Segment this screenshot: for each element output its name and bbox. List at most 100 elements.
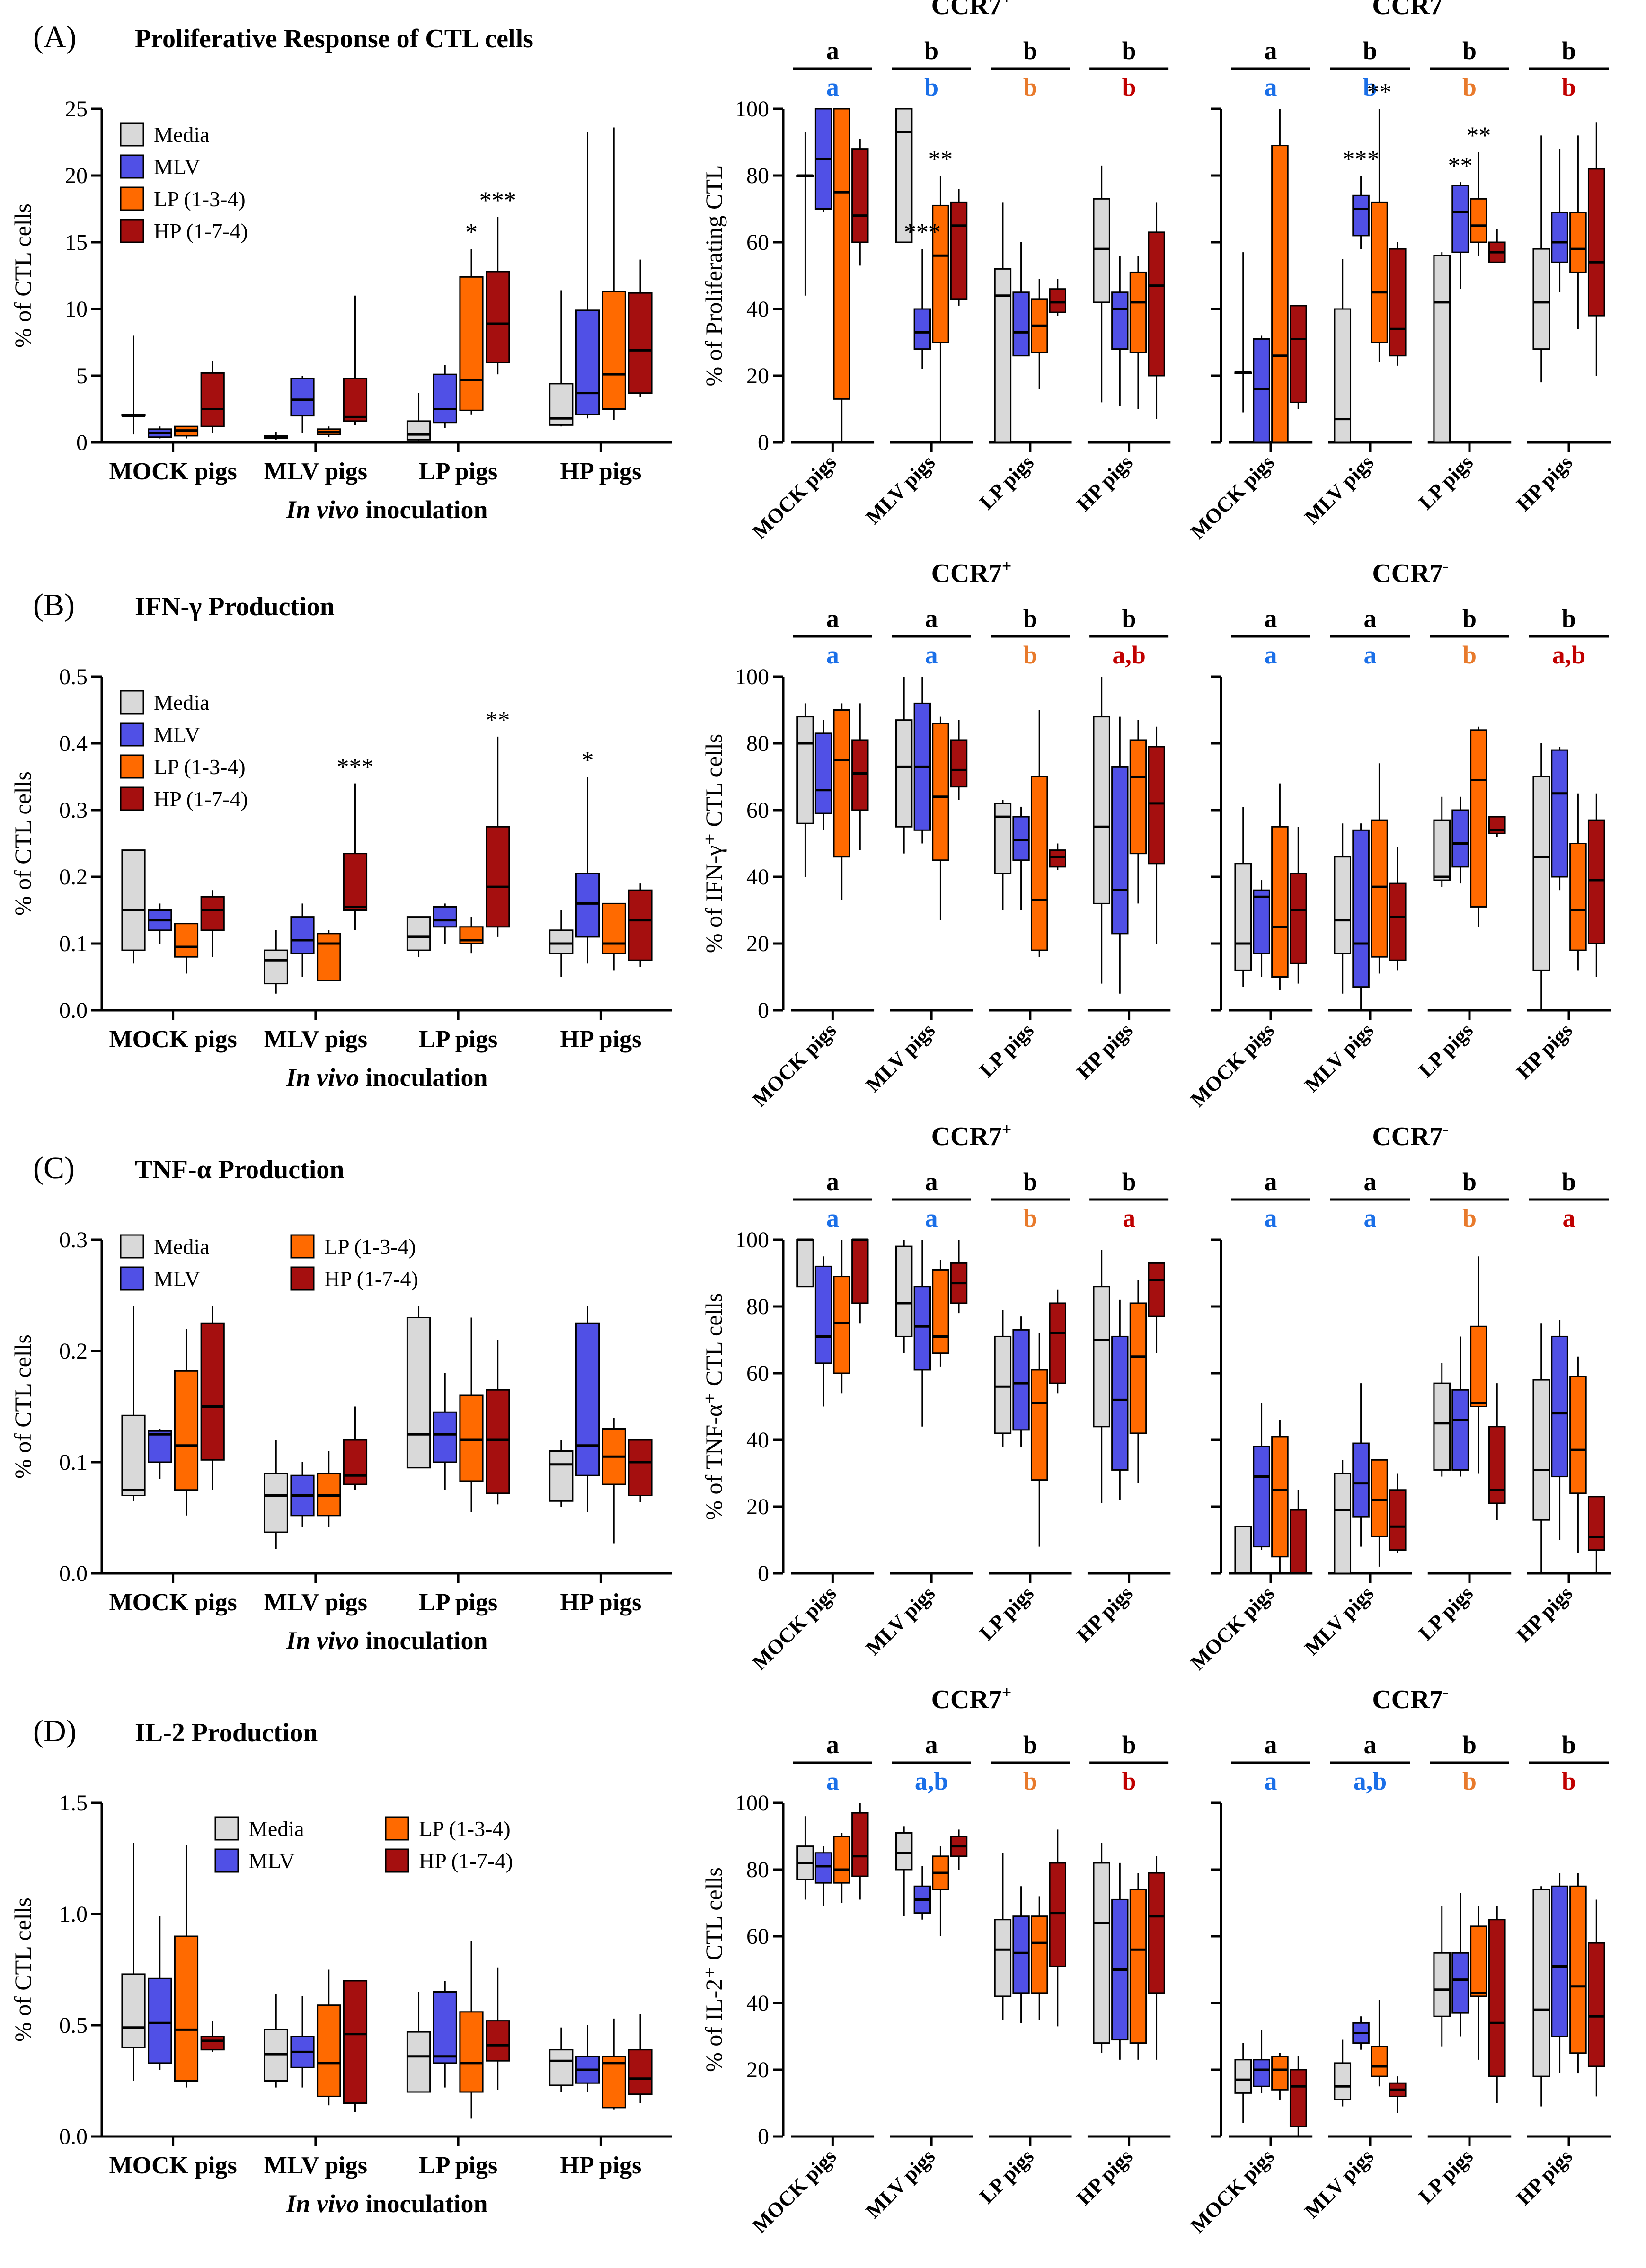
- box: [1148, 1262, 1165, 1317]
- x-tick-label: LP pigs: [1414, 1018, 1478, 1082]
- box: [1371, 201, 1388, 343]
- x-tick-label: HP pigs: [1072, 2144, 1137, 2210]
- y-axis-label: % of CTL cells: [9, 1897, 36, 2042]
- legend-swatch: [120, 1266, 144, 1291]
- x-tick-label: LP pigs: [1414, 2144, 1478, 2208]
- box: [459, 2011, 484, 2093]
- y-tick-label: 60: [746, 230, 769, 255]
- box: [1532, 248, 1550, 350]
- stat-letter-colored: b: [1462, 641, 1477, 669]
- x-tick-label: MOCK pigs: [109, 1026, 237, 1053]
- box: [1389, 1489, 1407, 1551]
- stat-letter-colored: b: [1023, 1767, 1037, 1795]
- box: [459, 1394, 484, 1482]
- x-tick-label: HP pigs: [560, 2152, 641, 2179]
- stat-letter: a: [1364, 1730, 1377, 1759]
- y-tick-label: 80: [746, 1857, 769, 1882]
- box: [1569, 843, 1587, 951]
- ccr7-header: CCR7+: [931, 0, 1012, 20]
- x-tick-label: MOCK pigs: [1186, 2144, 1279, 2237]
- stat-letter-colored: a: [826, 73, 839, 101]
- box: [1030, 1915, 1048, 1994]
- box: [433, 1411, 457, 1463]
- box: [1129, 1302, 1147, 1434]
- box: [575, 309, 600, 415]
- box: [174, 1370, 199, 1491]
- box: [148, 1977, 172, 2064]
- x-tick-label: MLV pigs: [1300, 1581, 1378, 1659]
- legend-swatch: [290, 1266, 315, 1291]
- y-tick-label: 0: [758, 430, 769, 455]
- chart-A-pos: 0 20 40 60 80 100 % of Proliferating CTL MOCK p…: [700, 0, 1171, 544]
- box: [406, 420, 431, 441]
- y-tick-label: 0.1: [59, 931, 88, 956]
- legend-label: MLV: [248, 1849, 295, 1873]
- box: [1111, 766, 1129, 935]
- stat-letter-colored: b: [1122, 1767, 1136, 1795]
- legend: Media MLV LP (1-3-4) HP (1-7-4): [214, 1816, 513, 1873]
- box: [1012, 291, 1030, 357]
- box: [851, 148, 869, 243]
- y-tick-label: 40: [746, 1428, 769, 1453]
- significance-stars: ***: [904, 219, 941, 246]
- y-axis-label: % of IFN-γ⁺ CTL cells: [700, 734, 727, 953]
- box: [290, 378, 315, 417]
- box: [1569, 1376, 1587, 1494]
- box: [1488, 1919, 1506, 2077]
- panel-title: IL-2 Production: [135, 1718, 318, 1747]
- box: [575, 873, 600, 938]
- stat-letter: b: [1122, 36, 1136, 65]
- box: [1334, 1473, 1352, 1574]
- stat-letter: b: [1462, 1167, 1477, 1196]
- panel-label: (C): [33, 1151, 75, 1185]
- stat-letter: b: [1462, 604, 1477, 633]
- box: [851, 1812, 869, 1877]
- box: [1532, 1379, 1550, 1521]
- box: [343, 1980, 368, 2104]
- stat-letter: a: [925, 1730, 938, 1759]
- x-tick-label: MOCK pigs: [109, 2152, 237, 2179]
- y-tick-label: 0: [758, 1561, 769, 1586]
- significance-stars: *: [582, 747, 594, 774]
- box: [1451, 1952, 1469, 2014]
- y-tick-label: 1.5: [59, 1791, 88, 1816]
- y-tick-label: 80: [746, 1294, 769, 1319]
- stat-letter-colored: b: [1023, 1204, 1037, 1232]
- box: [1569, 1885, 1587, 2054]
- y-tick-label: 20: [746, 363, 769, 388]
- box: [264, 949, 288, 985]
- stat-letter: b: [1023, 604, 1037, 633]
- y-tick-label: 1.0: [59, 1902, 88, 1927]
- x-tick-label: MOCK pigs: [1186, 1581, 1279, 1674]
- box: [814, 1852, 832, 1884]
- box: [1587, 168, 1605, 317]
- x-tick-label: HP pigs: [1512, 450, 1577, 516]
- box: [121, 849, 146, 951]
- box: [264, 1473, 288, 1533]
- box: [1148, 231, 1165, 377]
- box: [290, 916, 315, 954]
- y-tick-label: 5: [76, 363, 88, 388]
- box: [1587, 1496, 1605, 1551]
- box: [1371, 1459, 1388, 1537]
- box: [1012, 1329, 1030, 1431]
- chart-D-pos: 0 20 40 60 80 100 % of IL-2⁺ CTL cells MOCK pig…: [700, 1683, 1171, 2238]
- box: [994, 1335, 1012, 1434]
- stat-letter: b: [1122, 604, 1136, 633]
- box: [1289, 873, 1307, 964]
- y-tick-label: 0.2: [59, 1339, 88, 1364]
- stat-letter: b: [1363, 36, 1377, 65]
- stat-letter-colored: a: [1123, 1204, 1135, 1232]
- panel-label: (B): [33, 588, 75, 622]
- stat-letter: a: [925, 604, 938, 633]
- stat-letter-colored: a: [925, 641, 938, 669]
- box: [575, 1322, 600, 1476]
- box: [1148, 1872, 1165, 1994]
- stat-letter: b: [1023, 1730, 1037, 1759]
- box: [433, 373, 457, 424]
- stat-letter-colored: b: [1023, 73, 1037, 101]
- box: [913, 1286, 931, 1371]
- box: [1111, 291, 1129, 350]
- legend-swatch: [290, 1234, 315, 1259]
- y-tick-label: 100: [735, 97, 769, 122]
